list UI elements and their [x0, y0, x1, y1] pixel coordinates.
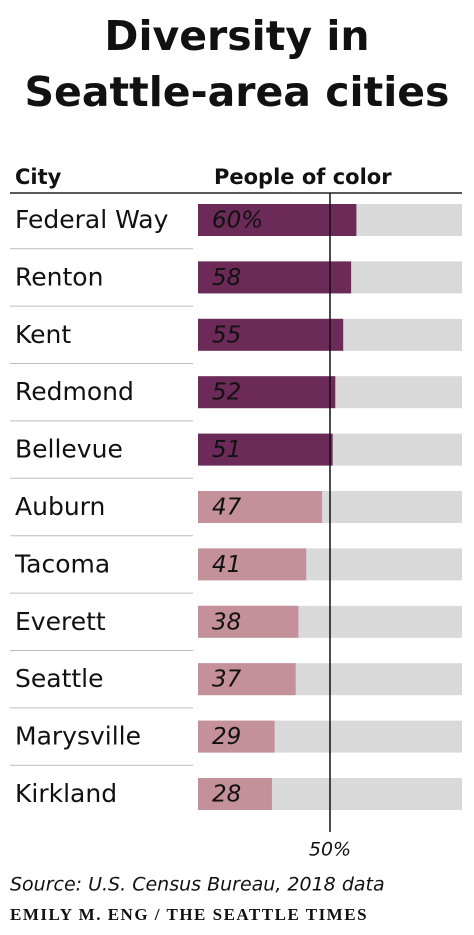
value-label: 47	[212, 495, 242, 521]
category-label: Bellevue	[15, 435, 123, 464]
category-label: Kent	[15, 320, 71, 349]
category-label: Auburn	[15, 492, 105, 521]
value-label: 52	[212, 380, 241, 406]
category-label: Seattle	[15, 664, 104, 693]
value-label: 55	[212, 322, 241, 348]
value-label: 38	[212, 609, 241, 635]
category-label: Marysville	[15, 722, 141, 751]
category-label: Federal Way	[15, 205, 169, 234]
bar	[198, 720, 275, 753]
bar	[198, 778, 272, 810]
bar	[198, 663, 296, 696]
category-label: Kirkland	[15, 779, 117, 808]
bar	[198, 491, 323, 523]
credit: EMILY M. ENG / THE SEATTLE TIMES	[10, 905, 368, 924]
value-label: 37	[212, 667, 242, 693]
source: Source: U.S. Census Bureau, 2018 data	[10, 874, 385, 896]
value-label: 58	[212, 265, 241, 291]
value-label: 28	[212, 782, 241, 808]
category-label: Tacoma	[14, 549, 110, 578]
category-label: Everett	[15, 607, 106, 636]
category-label: Redmond	[15, 377, 134, 406]
bar	[198, 433, 333, 466]
bar	[198, 605, 299, 638]
value-label: 51	[212, 437, 241, 463]
bar	[198, 376, 336, 409]
category-label: Renton	[15, 262, 103, 291]
reference-label: 50%	[309, 839, 351, 861]
bar	[198, 261, 352, 294]
category-header: City	[15, 165, 62, 189]
chart-title: Diversity in Seattle-area cities	[24, 12, 450, 116]
value-header: People of color	[214, 165, 392, 189]
bar	[198, 548, 307, 581]
value-label: 41	[212, 552, 241, 578]
bar	[198, 318, 344, 351]
value-label: 60%	[212, 208, 263, 234]
value-label: 29	[212, 724, 241, 750]
